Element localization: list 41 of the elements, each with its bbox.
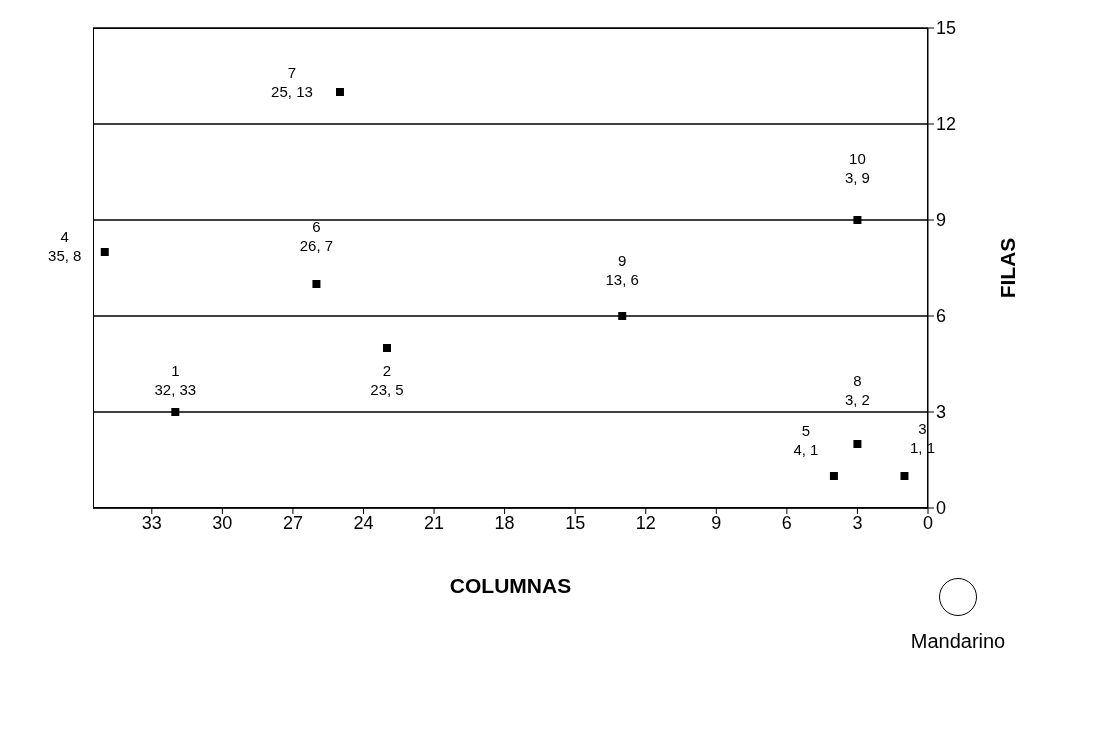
x-tick-label: 27 [282,512,303,533]
y-tick-label: 15 [936,18,957,39]
y-tick-label: 9 [936,210,947,231]
y-axis-title: FILAS [996,237,1020,299]
x-tick-label: 0 [922,512,934,533]
x-axis-title: COLUMNAS [449,574,572,597]
point [853,216,862,224]
x-tick-label: 18 [494,512,515,533]
x-tick-label: 24 [353,512,374,533]
point [829,472,838,480]
x-tick-label: 9 [711,512,722,533]
text: 3 1, 1 [909,420,935,456]
point [853,440,862,448]
text: 2 23, 5 [370,362,404,398]
y-tick-label: 3 [936,402,947,423]
point [171,408,180,416]
text: 7 25, 13 [271,64,313,100]
text: 10 3, 9 [844,150,870,186]
point [335,88,344,96]
y-tick-label: 6 [936,306,947,327]
x-tick-label: 15 [565,512,586,533]
point [900,472,909,480]
text: 9 13, 6 [605,252,639,288]
point [383,344,392,352]
text: 1 32, 33 [154,362,197,398]
y-tick-label: 0 [936,498,947,519]
x-tick-label: 21 [424,512,445,533]
point [100,248,109,256]
x-tick-label: 3 [852,512,863,533]
x-tick-label: 30 [212,512,233,533]
y-tick-label: 12 [936,114,957,135]
text: 6 26, 7 [299,218,334,254]
text: 8 3, 2 [844,372,870,408]
x-tick-label: 33 [141,512,162,533]
point [312,280,321,288]
x-tick-label: 6 [781,512,792,533]
text: 5 4, 1 [793,422,819,458]
point [618,312,627,320]
text: 4 35, 8 [48,228,82,264]
x-tick-label: 12 [635,512,656,533]
text: Mandarino [910,630,1006,652]
